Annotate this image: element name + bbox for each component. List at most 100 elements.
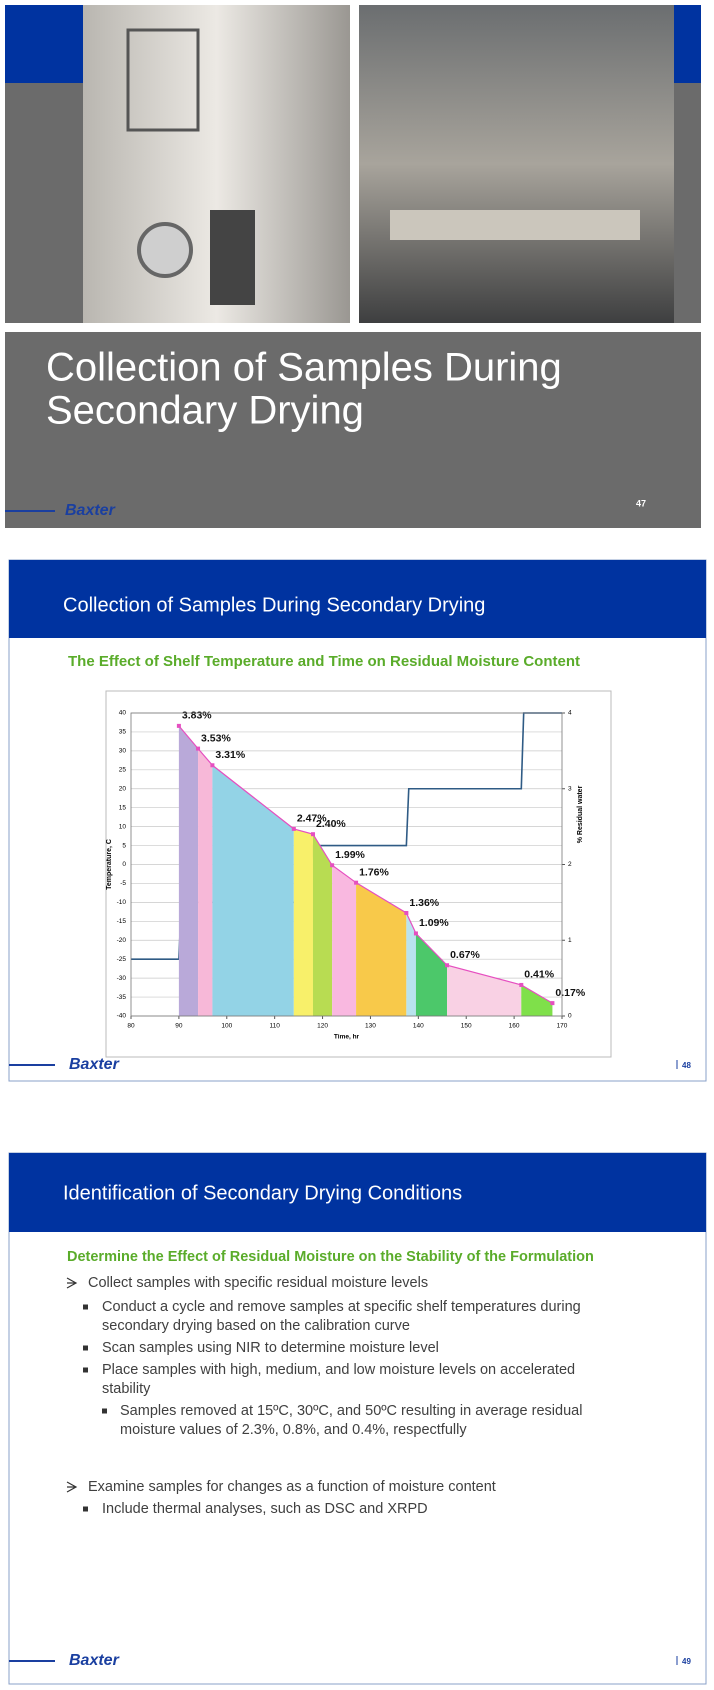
y-tick-label: -5: [120, 880, 126, 887]
data-label: 0.67%: [450, 949, 480, 961]
y2-tick-label: 0: [568, 1013, 572, 1020]
area-segment: [406, 912, 416, 1016]
slide-bg: [8, 1152, 707, 1685]
header: [9, 560, 706, 638]
logo: Baxter: [69, 1056, 120, 1073]
bullet-text: moisture values of 2.3%, 0.8%, and 0.4%,…: [120, 1422, 467, 1438]
bullet-text: Samples removed at 15ºC, 30ºC, and 50ºC …: [120, 1403, 582, 1419]
bullet-arrow: [66, 1481, 78, 1493]
point: [330, 863, 335, 868]
logo: Baxter: [65, 502, 116, 519]
series-line: [178, 725, 553, 1004]
point: [210, 763, 215, 768]
photo-detail: [137, 222, 193, 278]
slide-1: Collection of Samples During Secondary D…: [5, 5, 701, 528]
x-tick-label: 120: [317, 1023, 328, 1030]
bullet-square: [102, 1408, 107, 1414]
plot-border: [130, 712, 563, 1017]
data-label: 1.36%: [409, 897, 439, 909]
x-tick-label: 90: [175, 1023, 183, 1030]
y2-tick-label: 1: [568, 937, 572, 944]
data-label: 0.17%: [555, 987, 585, 999]
bullet-text: Collect samples with specific residual m…: [88, 1275, 428, 1291]
y-tick-label: 40: [119, 710, 127, 717]
data-label: 1.09%: [419, 917, 449, 929]
y-axis-title: Temperature, C: [106, 839, 113, 890]
y-tick-label: -25: [117, 956, 127, 963]
x-tick-label: 130: [365, 1023, 376, 1030]
area-segment: [312, 834, 333, 1016]
y-tick-label: 5: [122, 842, 126, 849]
point: [519, 982, 524, 987]
point: [291, 826, 296, 831]
data-label: 1.76%: [359, 866, 389, 878]
area-segment: [178, 725, 199, 1016]
x-axis-title: Time, hr: [334, 1034, 360, 1041]
x-tick-label: 140: [413, 1023, 424, 1030]
point: [413, 931, 418, 936]
area-segment: [212, 765, 294, 1016]
data-label: 3.53%: [201, 732, 231, 744]
y-tick-label: -20: [117, 937, 127, 944]
bullet-square: [83, 1345, 88, 1351]
subtitle: The Effect of Shelf Temperature and Time…: [68, 653, 580, 670]
header: [9, 1153, 706, 1232]
point: [445, 963, 450, 968]
area-segment: [521, 984, 553, 1016]
y-tick-label: -40: [117, 1013, 127, 1020]
area-segment: [356, 882, 407, 1016]
data-label: 0.41%: [524, 969, 554, 981]
page-number: 49: [682, 1657, 691, 1666]
y2-tick-label: 3: [568, 785, 572, 792]
slide-3: Identification of Secondary Drying Condi…: [8, 1152, 707, 1685]
y-tick-label: -30: [117, 975, 127, 982]
area-segment: [447, 965, 522, 1016]
bullet-text: Place samples with high, medium, and low…: [102, 1362, 575, 1378]
heading: Determine the Effect of Residual Moistur…: [67, 1249, 594, 1265]
slide-2: Collection of Samples During Secondary D…: [8, 559, 707, 1082]
area-segment: [293, 828, 313, 1016]
photo-detail: [390, 210, 640, 240]
y-tick-label: 30: [119, 748, 127, 755]
x-tick-label: 100: [221, 1023, 232, 1030]
y-tick-label: 20: [119, 785, 127, 792]
slide-title: Collection of Samples During Secondary D…: [63, 594, 485, 616]
bullet-text: Include thermal analyses, such as DSC an…: [102, 1501, 428, 1517]
divider: [5, 323, 701, 332]
y-tick-label: 35: [119, 729, 127, 736]
slide-title: Identification of Secondary Drying Condi…: [63, 1182, 462, 1204]
page-number: 48: [682, 1061, 691, 1070]
y-tick-label: -15: [117, 918, 127, 925]
point: [176, 723, 181, 728]
y2-tick-label: 2: [568, 861, 572, 868]
point: [310, 832, 315, 837]
data-label: 3.31%: [215, 749, 245, 761]
photo-detail: [126, 28, 200, 132]
bullet-text: Conduct a cycle and remove samples at sp…: [102, 1299, 581, 1315]
slide-title: Collection of Samples During: [46, 346, 562, 390]
x-tick-label: 160: [509, 1023, 520, 1030]
data-label: 2.40%: [316, 818, 346, 830]
y-tick-label: 0: [122, 861, 126, 868]
photo-detail: [210, 210, 255, 305]
page-number: 47: [636, 498, 646, 508]
area-segment: [198, 748, 213, 1016]
logo: Baxter: [69, 1652, 120, 1669]
x-tick-label: 80: [127, 1023, 135, 1030]
point: [550, 1001, 555, 1006]
slide-title: Secondary Drying: [46, 389, 364, 433]
bullet-text: Examine samples for changes as a functio…: [88, 1479, 496, 1495]
y2-axis-title: % Residual water: [577, 785, 584, 843]
point: [404, 910, 409, 915]
y-tick-label: 10: [119, 823, 127, 830]
data-label: 2.47%: [297, 813, 327, 825]
gap: [350, 5, 359, 323]
data-label: 1.99%: [335, 849, 365, 861]
bullet-square: [83, 1367, 88, 1373]
y-tick-label: 25: [119, 767, 127, 774]
y-tick-label: 15: [119, 804, 127, 811]
bullet-text: stability: [102, 1381, 151, 1397]
bullet-text: Scan samples using NIR to determine mois…: [102, 1340, 439, 1356]
bullet-square: [83, 1304, 88, 1310]
